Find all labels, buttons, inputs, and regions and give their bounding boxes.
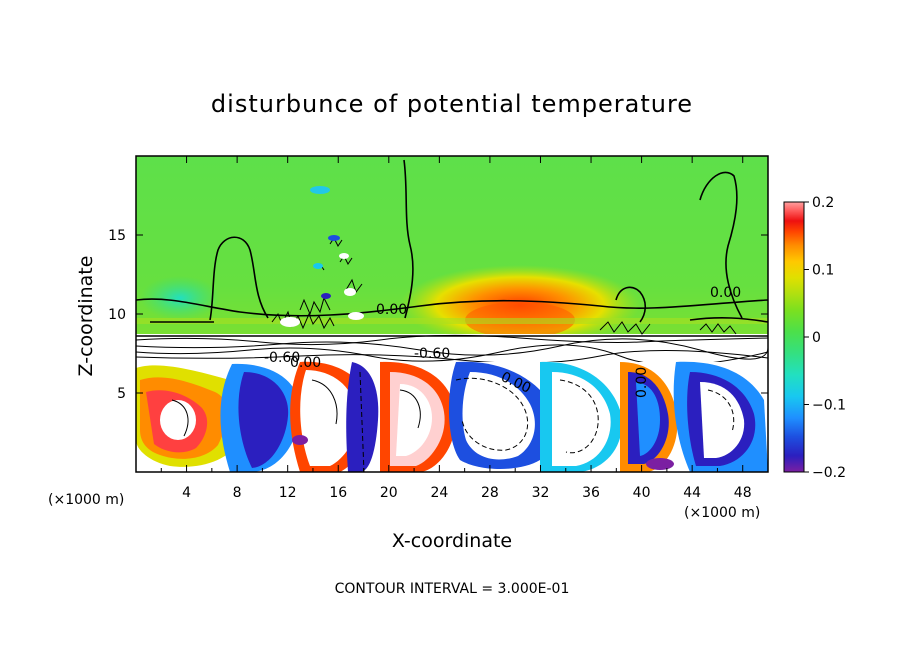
x-tick-label: 32: [532, 485, 550, 501]
colorbar-tick-label: 0.2: [812, 195, 834, 211]
x-tick-label: 12: [279, 485, 297, 501]
x-tick-label: 20: [380, 485, 398, 501]
turbulence-colorspots: [280, 235, 364, 327]
y-tick-label: 5: [117, 386, 126, 402]
x-tick-label: 40: [633, 485, 651, 501]
x-tick-label: 4: [182, 485, 191, 501]
transition-contours: [136, 334, 768, 366]
zero-contours: [136, 159, 768, 323]
colorbar-tick-label: −0.1: [812, 398, 846, 414]
transition-band: [136, 334, 768, 362]
contour-label: 0.00: [290, 355, 321, 371]
heatmap-field: [136, 156, 768, 472]
lower-contours: [171, 371, 735, 472]
y-tick-label: 10: [108, 307, 126, 323]
contour-interval-note: CONTOUR INTERVAL = 3.000E-01: [335, 581, 570, 597]
contour-label: 0.00: [634, 367, 650, 398]
contour-label: -0.60: [414, 346, 450, 362]
colorbar-tick-label: −0.2: [812, 465, 846, 481]
x-tick-label: 44: [683, 485, 701, 501]
x-tick-label: 16: [329, 485, 347, 501]
contour-label: 0.00: [710, 285, 741, 301]
y-unit-label: (×1000 m): [48, 492, 124, 508]
contour-labels: 0.00 0.00 0.00 -0.60 0.00 -0.60 0.00: [264, 285, 741, 398]
colorbar-tick-label: 0.1: [812, 263, 834, 279]
y-axis: 5 10 15: [108, 228, 768, 402]
contour-label: -0.60: [264, 350, 300, 366]
colorbar: [783, 201, 805, 473]
x-unit-label: (×1000 m): [684, 505, 760, 521]
colorbar-tick-label: 0: [812, 330, 821, 346]
y-tick-label: 15: [108, 228, 126, 244]
contour-label: 0.00: [376, 302, 407, 318]
colorbar-ticks: 0.2 0.1 0 −0.1 −0.2: [804, 195, 846, 481]
band: [136, 318, 768, 324]
x-tick-label: 24: [430, 485, 448, 501]
chart-title: disturbunce of potential temperature: [211, 90, 693, 118]
lower-eddies: [136, 361, 768, 472]
x-tick-label: 28: [481, 485, 499, 501]
x-tick-label: 48: [734, 485, 752, 501]
cool-anomaly-left: [140, 276, 220, 320]
y-axis-label: Z-coordinate: [75, 256, 97, 377]
x-tick-label: 36: [582, 485, 600, 501]
x-axis-label: X-coordinate: [392, 530, 512, 552]
x-axis: 4 8 12 16 20 24 28 32 36 40 44 48: [160, 156, 752, 501]
x-tick-label: 8: [233, 485, 242, 501]
cool-spot: [310, 186, 330, 194]
